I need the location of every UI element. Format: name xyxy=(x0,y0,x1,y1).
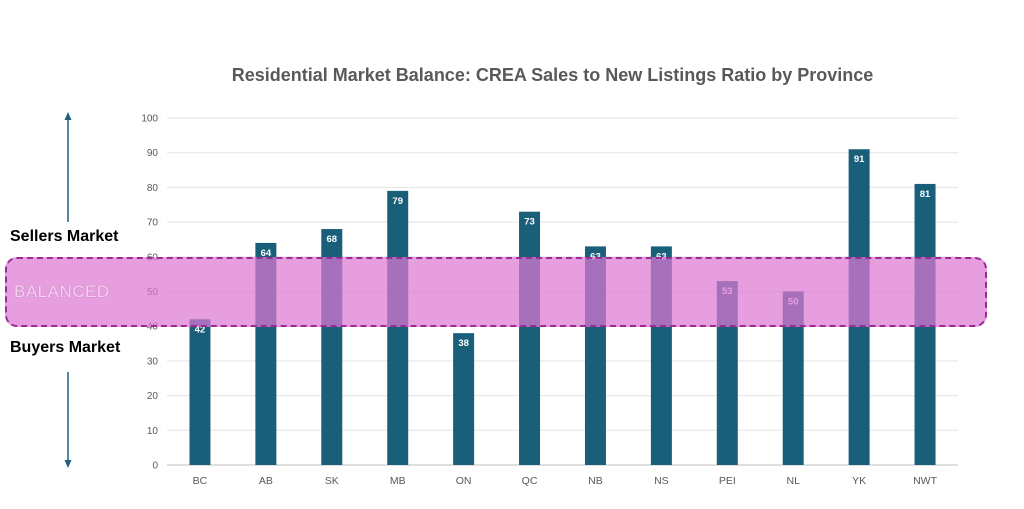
data-label: 81 xyxy=(920,189,931,200)
x-axis-ticks: BC AB SK MB ON QC NB NS PEI NL YK NWT xyxy=(193,475,938,487)
y-tick-label: 0 xyxy=(152,461,158,472)
data-label: 42 xyxy=(195,324,206,335)
y-tick-label: 70 xyxy=(147,218,159,229)
balanced-band xyxy=(5,257,987,327)
x-tick-label: QC xyxy=(522,475,538,487)
bar-nl xyxy=(782,291,804,465)
up-arrow xyxy=(64,112,72,222)
chart-title: Residential Market Balance: CREA Sales t… xyxy=(231,65,874,85)
down-arrow xyxy=(64,372,72,468)
sellers-market-label: Sellers Market xyxy=(10,228,119,245)
data-label: 73 xyxy=(524,217,535,228)
y-tick-label: 100 xyxy=(141,114,158,125)
x-tick-label: ON xyxy=(456,475,472,487)
y-tick-label: 20 xyxy=(147,391,159,402)
data-label: 79 xyxy=(392,196,403,207)
data-label: 64 xyxy=(261,248,272,259)
bar-on xyxy=(453,333,475,465)
bar-bc xyxy=(189,319,211,465)
x-tick-label: SK xyxy=(325,475,339,487)
data-label: 38 xyxy=(458,338,469,349)
bar-mb xyxy=(387,190,409,465)
x-tick-label: NB xyxy=(588,475,603,487)
data-label: 68 xyxy=(327,234,338,245)
x-tick-label: PEI xyxy=(719,475,736,487)
x-tick-label: MB xyxy=(390,475,406,487)
bar-qc xyxy=(519,211,541,465)
x-tick-label: NL xyxy=(786,475,800,487)
data-label: 63 xyxy=(656,251,667,262)
x-tick-label: NWT xyxy=(913,475,937,487)
balanced-label: BALANCED xyxy=(14,282,110,301)
data-label: 63 xyxy=(590,251,601,262)
x-tick-label: BC xyxy=(193,475,208,487)
x-tick-label: YK xyxy=(852,475,866,487)
bar-pei xyxy=(716,281,738,465)
data-label: 91 xyxy=(854,154,865,165)
buyers-market-label: Buyers Market xyxy=(10,339,121,356)
y-tick-label: 80 xyxy=(147,183,159,194)
y-tick-label: 40 xyxy=(147,322,159,333)
y-tick-label: 10 xyxy=(147,426,159,437)
x-tick-label: NS xyxy=(654,475,669,487)
y-tick-label: 30 xyxy=(147,356,159,367)
y-tick-label: 90 xyxy=(147,148,159,159)
x-tick-label: AB xyxy=(259,475,273,487)
